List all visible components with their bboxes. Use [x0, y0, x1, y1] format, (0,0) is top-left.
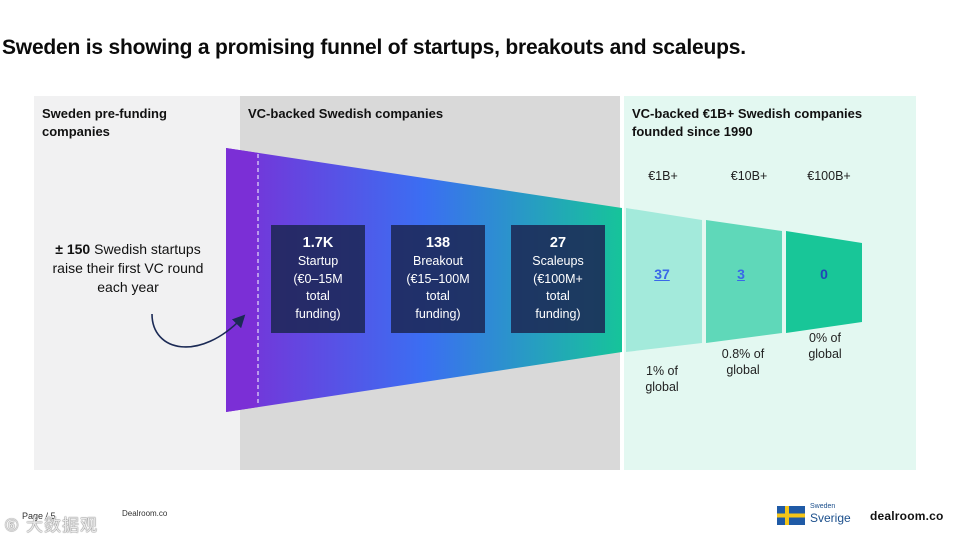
stage-box-breakout: 138 Breakout (€15–100M total funding) — [391, 225, 485, 333]
source-note: Dealroom.co — [122, 509, 168, 518]
sweden-logo-caption: Sweden — [810, 503, 836, 510]
page-number: Page / 5 — [22, 511, 56, 521]
stage-count: 27 — [549, 235, 567, 251]
vc-backed-heading: VC-backed Swedish companies — [248, 106, 444, 121]
tier-label-10b: €10B+ — [730, 169, 768, 183]
tier-count-1b-link[interactable]: 37 — [654, 266, 670, 282]
sverige-logo-text: Sverige — [810, 511, 851, 525]
stage-range: (€15–100M — [406, 271, 470, 286]
funnel-left-edge — [226, 148, 258, 412]
unicorn-heading: VC-backed €1B+ Swedish companies founded… — [632, 106, 863, 139]
stage-name: Startup — [297, 254, 339, 268]
tier-100b-segment — [786, 231, 862, 333]
tier-count-10b-link[interactable]: 3 — [737, 266, 745, 282]
stage-box-scaleups: 27 Scaleups (€100M+ total funding) — [511, 225, 605, 333]
stage-tail: total — [546, 289, 570, 303]
stage-box-startup: 1.7K Startup (€0–15M total funding) — [271, 225, 365, 333]
share-line: 0.8% of — [721, 347, 765, 361]
pre-funding-heading: Sweden pre-funding companies — [42, 106, 167, 139]
stage-tail: funding) — [535, 306, 581, 321]
stage-name: Scaleups — [532, 254, 584, 268]
page-title: Sweden is showing a promising funnel of … — [2, 36, 746, 59]
pre-funding-text: Swedish startups raise their first VC ro… — [52, 241, 204, 295]
tier-share-100b: 0% of global — [785, 331, 865, 362]
pre-funding-count: ± 150 — [55, 241, 91, 257]
stage-range: (€0–15M — [293, 271, 343, 286]
tier-share-1b: 1% of global — [622, 364, 702, 395]
tier-label-1b: €1B+ — [648, 169, 678, 183]
share-line: global — [726, 362, 760, 377]
tier-share-10b: 0.8% of global — [703, 347, 783, 378]
dealroom-logo: dealroom.co — [870, 509, 944, 523]
pre-funding-panel — [34, 96, 240, 470]
pre-funding-note: ± 150 Swedish startups raise their first… — [40, 240, 216, 297]
watermark: ⑥ 大数据观 — [4, 516, 98, 535]
tier-1b-segment — [626, 208, 702, 352]
tier-count-100b: 0 — [820, 266, 828, 282]
sweden-flag-icon — [777, 506, 805, 525]
share-line: 0% of — [809, 331, 841, 345]
stage-count: 1.7K — [302, 235, 334, 251]
stage-name: Breakout — [412, 254, 464, 268]
stage-tail: funding) — [415, 306, 461, 321]
stage-tail: funding) — [295, 306, 341, 321]
stage-count: 138 — [425, 235, 451, 251]
share-line: 1% of — [646, 364, 678, 378]
stage-tail: total — [426, 289, 450, 303]
stage-range: (€100M+ — [533, 271, 583, 286]
curved-arrow — [151, 313, 246, 348]
stage-tail: total — [306, 289, 330, 303]
share-line: global — [808, 346, 842, 361]
tier-10b-segment — [706, 220, 782, 343]
share-line: global — [645, 379, 679, 394]
tier-label-100b: €100B+ — [807, 169, 851, 183]
